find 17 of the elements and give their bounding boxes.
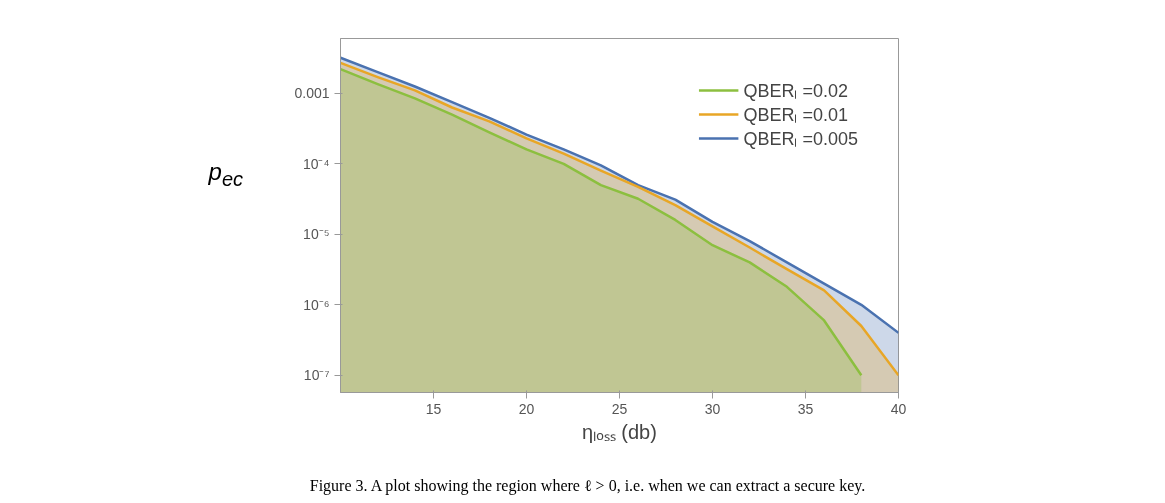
y-tick-label: 10⁻⁷ xyxy=(303,367,330,384)
legend-label: QBERₗ =0.005 xyxy=(743,128,858,150)
x-tick-label: 25 xyxy=(611,400,628,417)
y-axis-title: p$_{ec}$ xyxy=(208,158,243,190)
legend-label: QBERₗ =0.02 xyxy=(743,80,848,102)
x-tick-label: 15 xyxy=(425,400,442,417)
x-axis-title: ηₗₒₛₛ (db) xyxy=(582,420,657,443)
x-tick-label: 20 xyxy=(518,400,535,417)
caption: Figure 3. A plot showing the region where ℓ > 0, i.e. when we can extract a secure key. xyxy=(309,476,866,497)
legend-label: QBERₗ =0.01 xyxy=(743,104,848,126)
x-tick-label: 35 xyxy=(797,400,814,417)
x-tick-label: 40 xyxy=(890,400,907,417)
x-tick-label: 30 xyxy=(704,400,721,417)
y-tick-label: 10⁻⁴ xyxy=(302,155,330,172)
y-tick-label: 0.001 xyxy=(294,85,330,102)
y-tick-label: 10⁻⁵ xyxy=(303,226,330,243)
y-tick-label: 10⁻⁶ xyxy=(303,296,330,313)
